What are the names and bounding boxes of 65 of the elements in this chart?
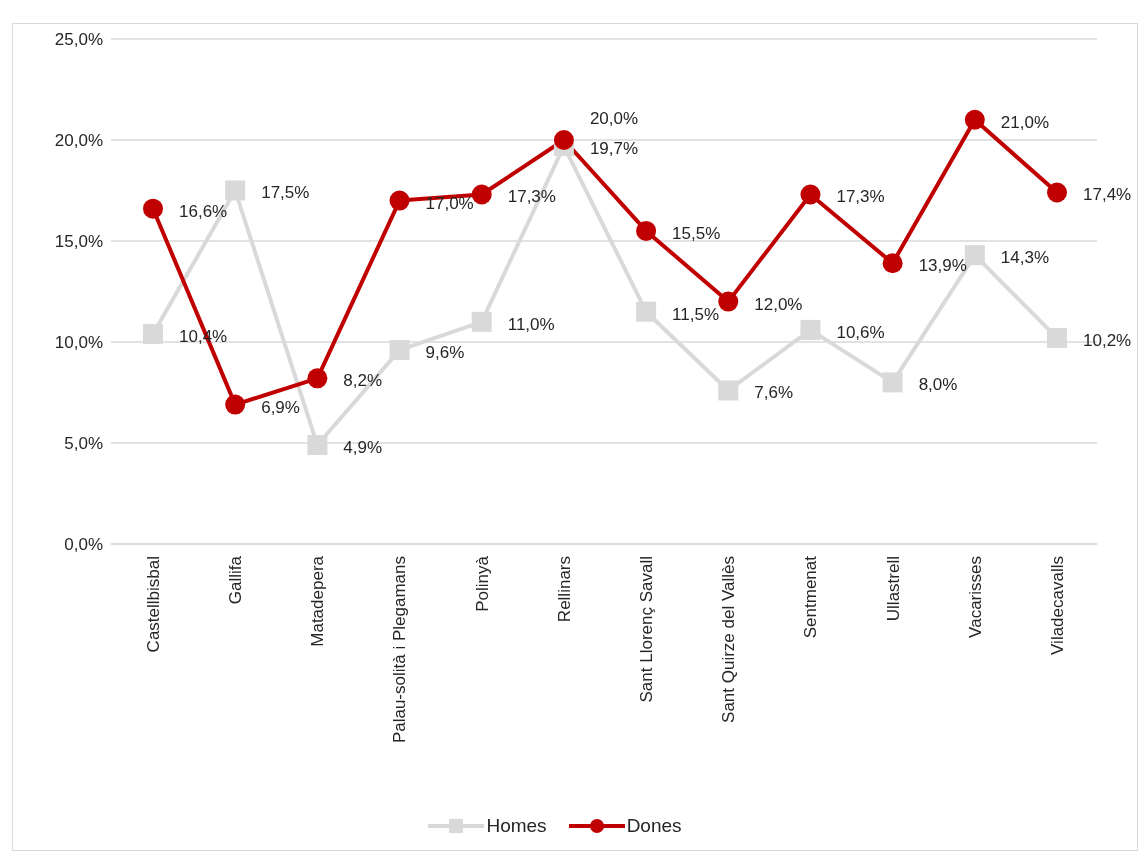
x-tick-label: Castellbisbal: [143, 556, 163, 653]
x-tick-label: Matadepera: [308, 555, 328, 647]
point: [636, 220, 657, 241]
y-tick-label: 5,0%: [64, 433, 103, 453]
data-label: 16,6%: [179, 201, 228, 221]
point: [143, 323, 163, 344]
data-label: 13,9%: [918, 256, 967, 276]
data-label: 21,0%: [1000, 112, 1050, 132]
data-label: 7,6%: [754, 383, 794, 403]
y-tick-label: 25,0%: [54, 29, 103, 49]
data-label: 17,3%: [836, 187, 885, 207]
y-tick-label: 20,0%: [54, 130, 103, 150]
x-tick-label: Gallifa: [226, 555, 246, 605]
x-tick-label: Sant Llorenç Savall: [637, 556, 657, 703]
point: [1047, 327, 1067, 348]
y-tick-label: 0,0%: [64, 534, 103, 554]
point: [964, 109, 985, 130]
x-tick-label: Rellinars: [554, 556, 574, 623]
data-label: 19,7%: [589, 139, 639, 159]
point: [553, 130, 574, 150]
data-label: 17,0%: [425, 193, 474, 213]
data-label: 10,2%: [1083, 330, 1132, 350]
point: [307, 435, 328, 456]
x-tick-label: Ullastrell: [883, 556, 903, 622]
point: [800, 319, 821, 340]
data-label: 17,3%: [507, 187, 556, 207]
point: [307, 368, 328, 389]
x-tick-label: Viladecavalls: [1047, 556, 1067, 655]
y-tick-label: 15,0%: [54, 231, 103, 251]
data-label: 17,5%: [261, 183, 310, 203]
legend-label: Dones: [626, 815, 682, 837]
data-label: 11,5%: [672, 304, 720, 324]
x-tick-label: Sant Quirze del Vallès: [719, 556, 739, 723]
data-label: 6,9%: [261, 397, 300, 417]
point: [225, 394, 246, 415]
data-label: 4,9%: [343, 437, 383, 457]
point: [143, 198, 163, 219]
point: [636, 301, 657, 322]
y-tick-label: 10,0%: [54, 332, 103, 352]
point: [882, 372, 903, 393]
data-label: 8,0%: [918, 375, 958, 395]
point: [471, 184, 492, 205]
point: [389, 340, 410, 361]
data-label: 12,0%: [754, 294, 803, 314]
x-tick-label: Polinyà: [472, 555, 492, 612]
point: [882, 253, 903, 274]
point: [1047, 182, 1067, 203]
legend-label: Homes: [486, 815, 547, 837]
data-label: 20,0%: [589, 108, 639, 128]
point: [718, 291, 739, 312]
data-label: 17,4%: [1083, 185, 1132, 205]
data-label: 15,5%: [672, 223, 721, 243]
point: [471, 311, 492, 332]
point: [718, 380, 739, 401]
data-label: 14,3%: [1000, 248, 1050, 268]
point: [389, 190, 410, 211]
data-label: 10,6%: [836, 322, 885, 342]
point: [225, 180, 246, 201]
data-label: 9,6%: [425, 343, 465, 363]
data-label: 11,0%: [507, 314, 555, 334]
point: [800, 184, 821, 205]
data-label: 8,2%: [343, 371, 383, 391]
x-tick-label: Palau-solità i Plegamans: [390, 556, 410, 744]
x-tick-label: Vacarisses: [965, 556, 985, 638]
x-tick-label: Sentmenat: [801, 555, 821, 639]
